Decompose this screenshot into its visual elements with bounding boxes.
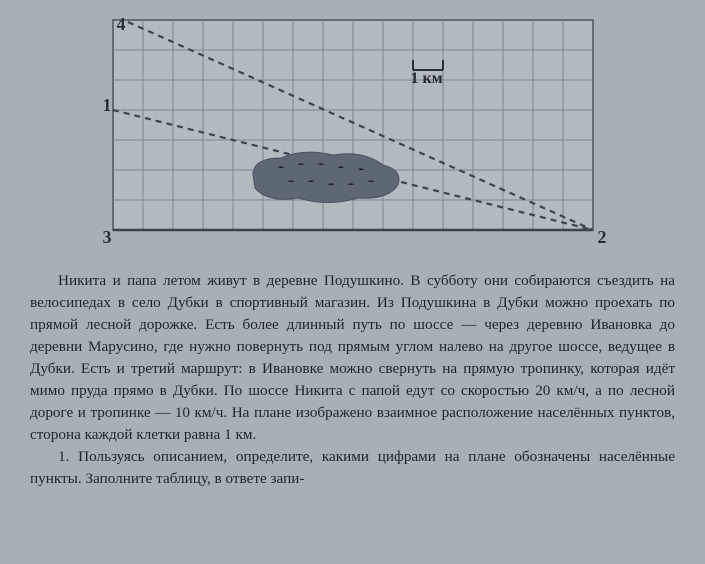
point-label-1: 1 <box>103 95 112 116</box>
map-chart: 4 1 3 2 1 км <box>103 10 603 255</box>
paragraph-1: Никита и папа летом живут в деревне Поду… <box>30 270 675 446</box>
point-label-4: 4 <box>117 14 126 35</box>
scale-label: 1 км <box>411 70 443 88</box>
point-label-2: 2 <box>598 227 607 248</box>
problem-text: Никита и папа летом живут в деревне Поду… <box>30 270 675 490</box>
map-svg <box>103 10 603 255</box>
paragraph-2: 1. Пользуясь описанием, определите, каки… <box>30 446 675 490</box>
page-surface: 4 1 3 2 1 км Никита и папа летом живут в… <box>0 0 705 564</box>
point-label-3: 3 <box>103 227 112 248</box>
